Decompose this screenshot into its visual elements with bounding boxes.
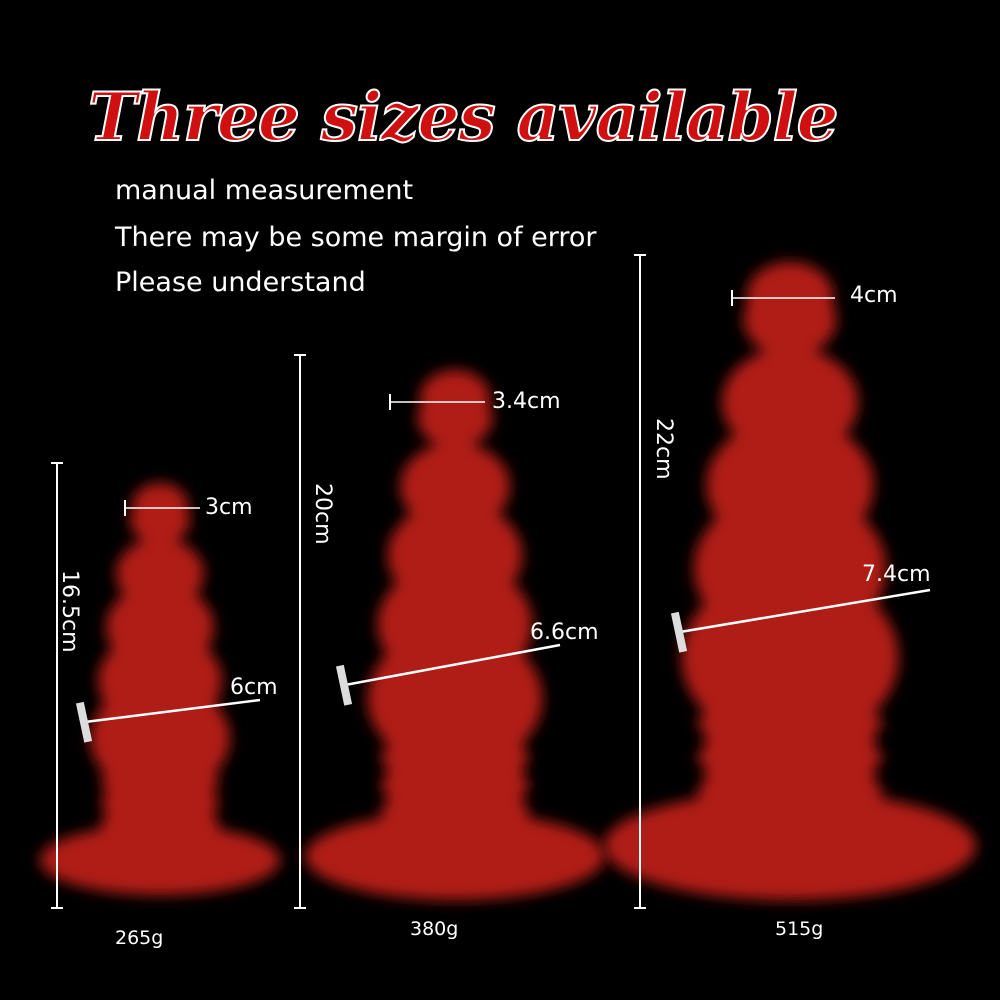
product-shape	[305, 370, 605, 900]
medium-top-width-label: 3.4cm	[492, 389, 561, 414]
note-line: Please understand	[115, 267, 366, 298]
small-top-width-label: 3cm	[205, 495, 253, 520]
max-width-line	[679, 588, 931, 634]
caliper-end	[75, 701, 93, 743]
large-max-width-label: 7.4cm	[862, 562, 931, 587]
title: Three sizes available	[87, 77, 840, 157]
max-width-line	[344, 643, 561, 687]
caliper-end	[670, 611, 688, 653]
small-weight-label: 265g	[115, 927, 164, 949]
note-line: There may be some margin of error	[115, 222, 597, 253]
small-height-label: 16.5cm	[57, 570, 82, 653]
large-height-label: 22cm	[651, 418, 676, 480]
small-max-width-label: 6cm	[230, 675, 278, 700]
medium-height-label: 20cm	[310, 483, 335, 545]
product-shape	[604, 262, 976, 900]
caliper-end	[335, 664, 353, 706]
large-top-width-label: 4cm	[850, 283, 898, 308]
note-line: manual measurement	[115, 175, 414, 206]
large-weight-label: 515g	[775, 918, 824, 940]
product-shape	[40, 483, 280, 895]
max-width-line	[84, 698, 261, 724]
medium-max-width-label: 6.6cm	[530, 620, 599, 645]
medium-weight-label: 380g	[410, 918, 459, 940]
